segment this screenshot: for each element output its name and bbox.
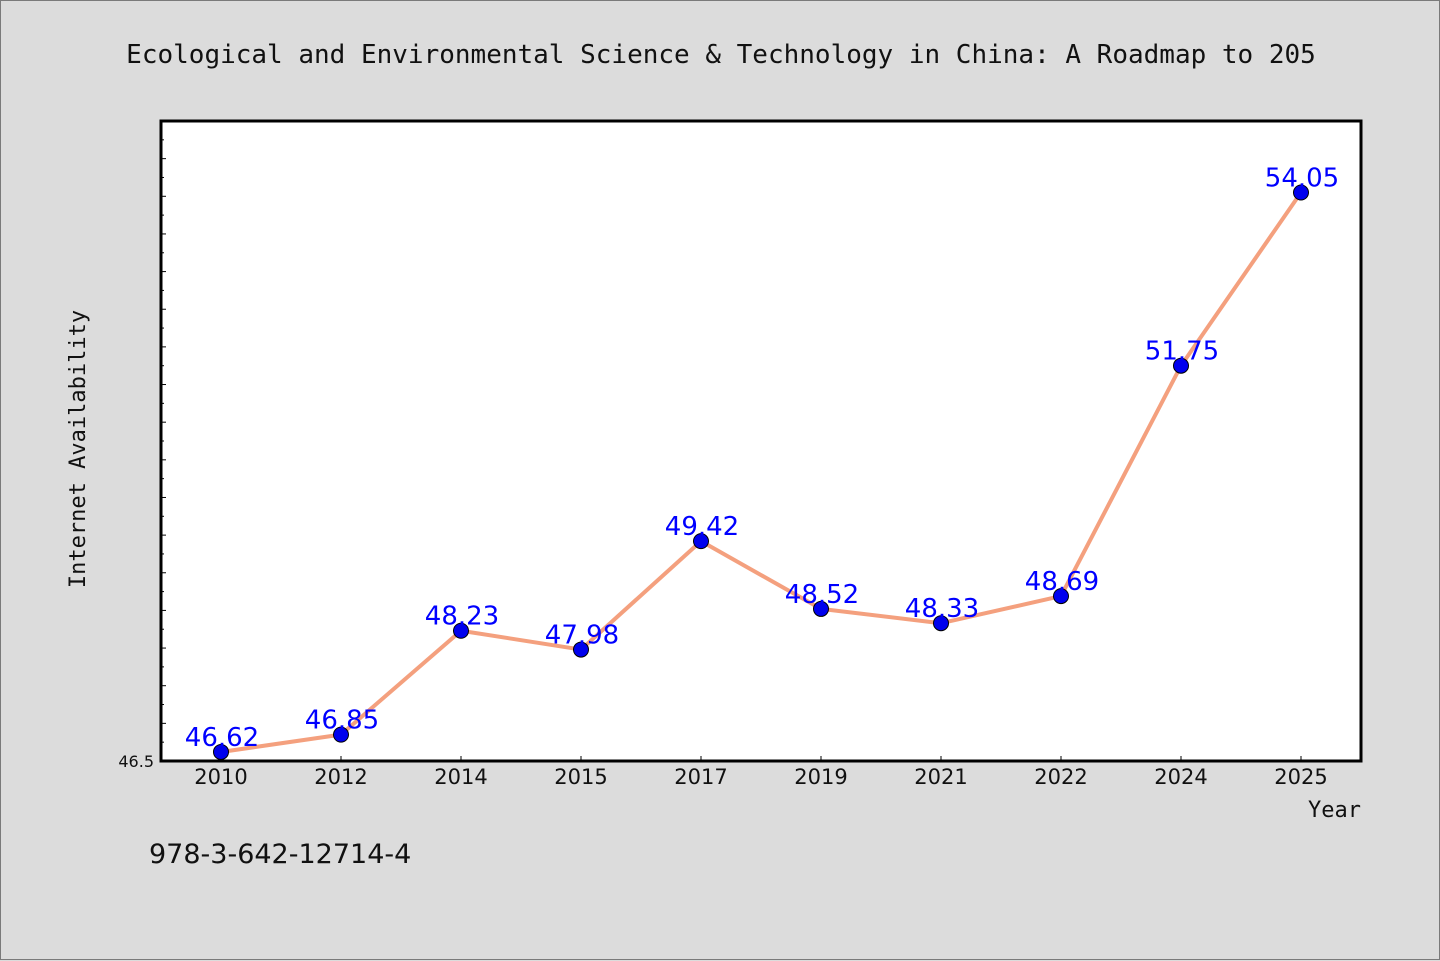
data-point (1293, 184, 1309, 201)
x-tick-label: 2014 (434, 765, 487, 789)
data-label: 46.62 (185, 723, 259, 753)
x-tick-label: 2017 (674, 765, 727, 789)
data-label: 49.42 (665, 512, 739, 542)
data-point (213, 743, 229, 760)
chart-title: Ecological and Environmental Science & T… (126, 40, 1316, 70)
data-point (933, 615, 949, 632)
x-tick-label: 2022 (1034, 765, 1087, 789)
data-label: 46.85 (305, 706, 379, 736)
data-point (693, 533, 709, 550)
data-label: 48.52 (785, 580, 859, 610)
plot-area (159, 119, 1363, 763)
x-tick-label: 2019 (794, 765, 847, 789)
series-line-group (219, 190, 1303, 754)
data-label: 51.75 (1145, 337, 1219, 367)
series-line (219, 190, 1303, 754)
data-point (333, 726, 349, 743)
x-tick-label: 2025 (1274, 765, 1327, 789)
y-tick-label: 46.5 (118, 752, 154, 771)
x-tick-label: 2021 (914, 765, 967, 789)
data-label: 47.98 (545, 621, 619, 651)
data-point (813, 600, 829, 617)
data-point (453, 622, 469, 639)
y-axis-label: Internet Availability (66, 310, 91, 588)
x-tick-label: 2024 (1154, 765, 1207, 789)
x-tick-label: 2010 (194, 765, 247, 789)
data-point (573, 641, 589, 658)
series-markers (213, 184, 1309, 760)
data-point (1173, 357, 1189, 374)
data-point (1053, 588, 1069, 605)
y-minor-ticks (161, 120, 166, 762)
x-axis-label: Year (1308, 798, 1361, 823)
data-label: 48.23 (425, 602, 499, 632)
data-labels: 46.62 46.85 48.23 47.98 49.42 48.52 48.33 48.69… (185, 164, 1339, 753)
data-label: 48.33 (905, 594, 979, 624)
x-tick-label: 2012 (314, 765, 367, 789)
x-tick-label: 2015 (554, 765, 607, 789)
x-axis-ticks: 2010 2012 2014 2015 2017 2019 2021 2022 2024 2025 (194, 756, 1328, 789)
footnote-isbn: 978-3-642-12714-4 (149, 839, 411, 870)
data-label: 54.05 (1265, 164, 1339, 194)
data-label: 48.69 (1025, 567, 1099, 597)
